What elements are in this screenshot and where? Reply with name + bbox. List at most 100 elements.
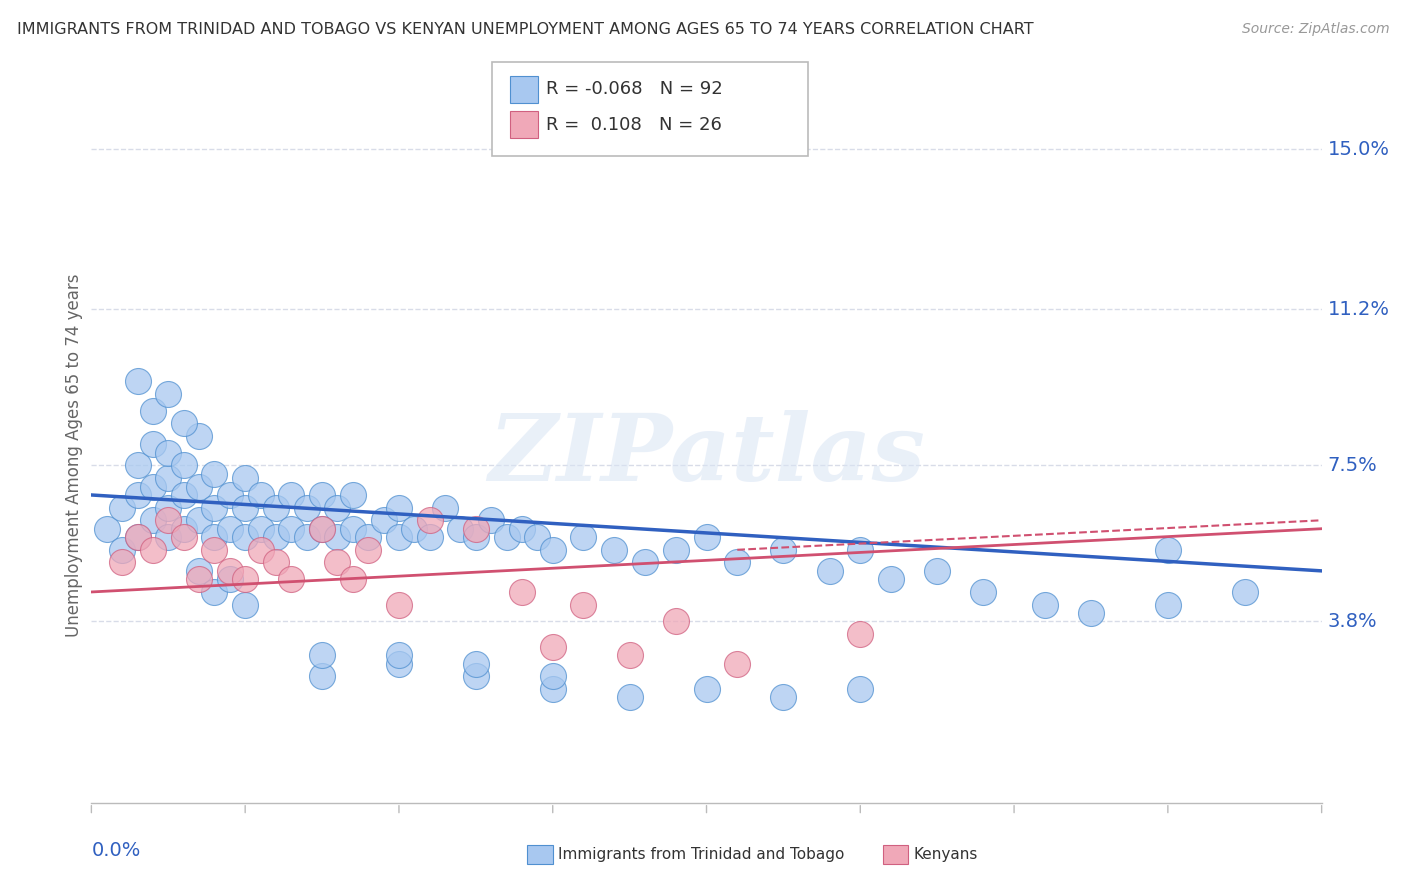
Text: R =  0.108   N = 26: R = 0.108 N = 26	[546, 116, 721, 134]
Point	[218, 564, 240, 578]
Point	[695, 681, 717, 696]
Point	[342, 572, 364, 586]
Point	[157, 386, 180, 401]
Point	[96, 522, 118, 536]
Point	[1033, 598, 1056, 612]
Text: ZIPatlas: ZIPatlas	[488, 410, 925, 500]
Point	[619, 648, 641, 663]
Text: R = -0.068   N = 92: R = -0.068 N = 92	[546, 80, 723, 98]
Text: Kenyans: Kenyans	[914, 847, 979, 862]
Point	[665, 615, 688, 629]
Point	[280, 572, 302, 586]
Point	[541, 542, 564, 557]
Point	[233, 572, 256, 586]
Point	[233, 500, 256, 515]
Point	[572, 530, 595, 544]
Point	[510, 522, 533, 536]
Point	[311, 522, 333, 536]
Point	[464, 657, 486, 671]
Point	[464, 530, 486, 544]
Point	[127, 530, 149, 544]
Point	[419, 513, 441, 527]
Point	[634, 556, 657, 570]
Point	[434, 500, 457, 515]
Point	[111, 556, 134, 570]
Point	[127, 530, 149, 544]
Point	[619, 690, 641, 705]
Point	[510, 585, 533, 599]
Point	[249, 522, 271, 536]
Point	[388, 500, 411, 515]
Point	[311, 648, 333, 663]
Point	[818, 564, 841, 578]
Point	[311, 488, 333, 502]
Point	[849, 627, 872, 641]
Point	[725, 657, 748, 671]
Point	[233, 530, 256, 544]
Point	[849, 681, 872, 696]
Point	[188, 479, 211, 493]
Point	[311, 669, 333, 683]
Point	[388, 648, 411, 663]
Point	[1157, 542, 1180, 557]
Point	[603, 542, 626, 557]
Point	[311, 522, 333, 536]
Point	[188, 572, 211, 586]
Point	[695, 530, 717, 544]
Point	[880, 572, 903, 586]
Point	[449, 522, 471, 536]
Point	[388, 598, 411, 612]
Point	[264, 500, 287, 515]
Point	[173, 522, 195, 536]
Point	[157, 446, 180, 460]
Point	[157, 471, 180, 485]
Point	[142, 479, 165, 493]
Point	[342, 488, 364, 502]
Point	[572, 598, 595, 612]
Point	[142, 513, 165, 527]
Point	[157, 530, 180, 544]
Point	[173, 417, 195, 431]
Point	[495, 530, 517, 544]
Text: 7.5%: 7.5%	[1327, 456, 1378, 475]
Point	[927, 564, 949, 578]
Point	[388, 657, 411, 671]
Point	[157, 500, 180, 515]
Point	[1157, 598, 1180, 612]
Point	[218, 572, 240, 586]
Point	[233, 598, 256, 612]
Point	[264, 530, 287, 544]
Point	[295, 500, 318, 515]
Point	[111, 542, 134, 557]
Point	[127, 458, 149, 473]
Point	[725, 556, 748, 570]
Point	[541, 669, 564, 683]
Point	[464, 522, 486, 536]
Y-axis label: Unemployment Among Ages 65 to 74 years: Unemployment Among Ages 65 to 74 years	[65, 273, 83, 637]
Point	[173, 530, 195, 544]
Point	[202, 585, 225, 599]
Point	[373, 513, 395, 527]
Point	[326, 556, 349, 570]
Point	[264, 556, 287, 570]
Point	[202, 467, 225, 481]
Point	[464, 669, 486, 683]
Point	[173, 458, 195, 473]
Text: 11.2%: 11.2%	[1327, 300, 1389, 319]
Text: 0.0%: 0.0%	[91, 841, 141, 860]
Point	[127, 374, 149, 388]
Point	[1080, 606, 1102, 620]
Point	[218, 522, 240, 536]
Point	[280, 522, 302, 536]
Point	[280, 488, 302, 502]
Point	[357, 530, 380, 544]
Point	[357, 542, 380, 557]
Text: 15.0%: 15.0%	[1327, 140, 1389, 159]
Point	[188, 429, 211, 443]
Text: Source: ZipAtlas.com: Source: ZipAtlas.com	[1241, 22, 1389, 37]
Point	[202, 542, 225, 557]
Point	[111, 500, 134, 515]
Point	[326, 500, 349, 515]
Point	[772, 690, 794, 705]
Point	[249, 488, 271, 502]
